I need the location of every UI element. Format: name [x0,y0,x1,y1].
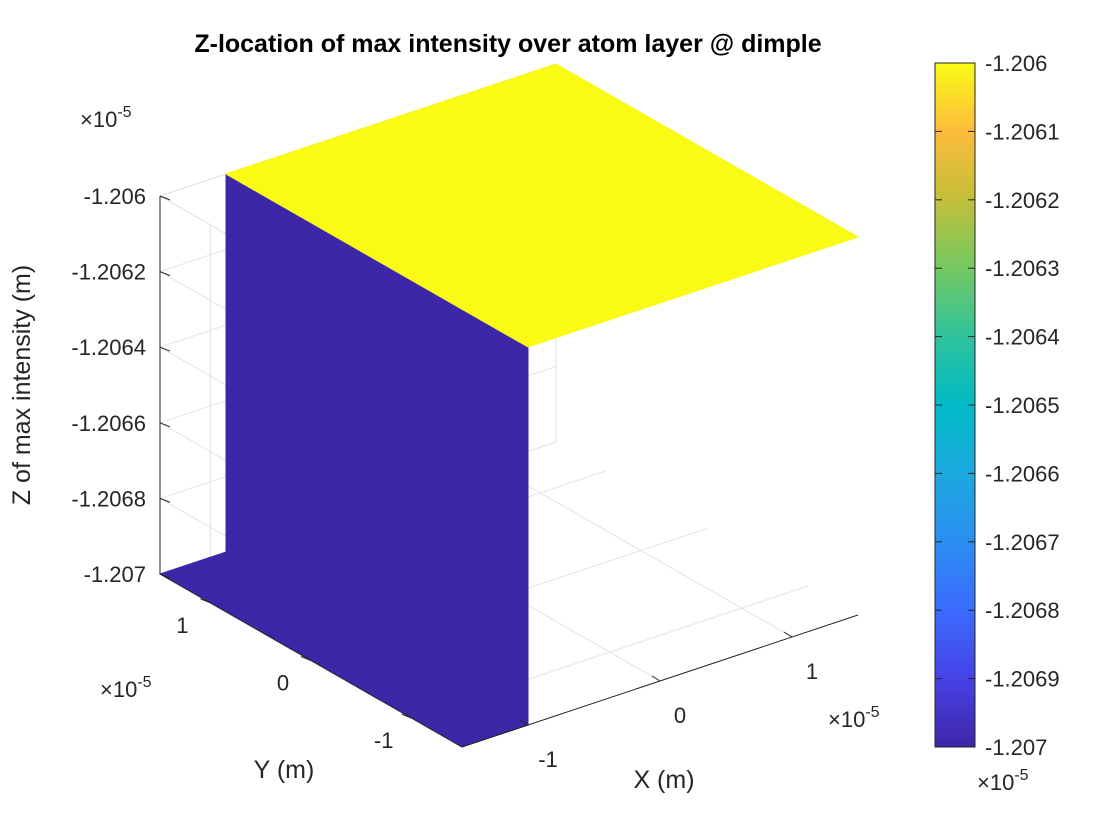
colorbar-tick-label: -1.2064 [985,325,1060,350]
z-axis-label: Z of max intensity (m) [8,265,36,505]
x-tick-mark [783,631,793,638]
z-tick-label: -1.2064 [71,335,146,360]
z-tick-mark [159,573,171,579]
colorbar-tick-label: -1.2066 [985,461,1060,486]
surface-plot [158,63,860,748]
x-exponent-label: ×10-5 [828,704,880,732]
colorbar-tick-label: -1.207 [985,735,1047,760]
colorbar-tick-label: -1.2068 [985,598,1060,623]
z-tick-label: -1.2066 [71,411,146,436]
y-tick-label: -1 [374,728,394,753]
z-tick-label: -1.2062 [71,260,146,285]
x-tick-label: 1 [806,659,818,684]
z-tick-mark [159,195,171,201]
colorbar-tick-label: -1.2063 [985,256,1060,281]
y-tick-label: 1 [176,613,188,638]
y-tick-mark [401,713,412,719]
z-tick-label: -1.2068 [71,486,146,511]
z-tick-mark [159,346,171,352]
x-axis: -1 0 1 X (m) ×10-5 [519,631,880,794]
colorbar-tick-label: -1.2069 [985,667,1060,692]
z-tick-mark [159,422,171,428]
colorbar-tick-label: -1.2065 [985,393,1060,418]
z-axis: -1.206 -1.2062 -1.2064 -1.2066 -1.2068 -1.207… [8,104,171,587]
x-tick-label: 0 [674,703,686,728]
z-exponent-label: ×10-5 [80,104,132,132]
colorbar-tick-label: -1.206 [985,51,1047,76]
z-tick-mark [159,497,171,503]
y-tick-mark [200,598,211,604]
colorbar: -1.206 -1.2061 -1.2062 -1.2063 -1.2064 -1.206… [934,51,1060,795]
y-axis-label: Y (m) [254,756,315,784]
x-axis-label: X (m) [633,766,694,794]
z-tick-label: -1.207 [84,562,146,587]
colorbar-tick-label: -1.2062 [985,188,1060,213]
z-tick-label: -1.206 [84,184,146,209]
colorbar-exponent-label: ×10-5 [977,767,1029,795]
y-exponent-label: ×10-5 [100,674,152,702]
x-tick-mark [651,675,661,682]
colorbar-tick-label: -1.2061 [985,119,1060,144]
x-tick-label: -1 [538,747,558,772]
y-axis: -1 0 1 Y (m) ×10-5 [100,598,412,784]
z-tick-mark [159,271,171,277]
x-tick-mark [519,719,529,726]
surface-high-plateau [224,63,860,348]
colorbar-tick-label: -1.2067 [985,530,1060,555]
y-tick-label: 0 [277,671,289,696]
y-tick-mark [300,656,312,661]
chart-title: Z-location of max intensity over atom la… [194,30,821,58]
